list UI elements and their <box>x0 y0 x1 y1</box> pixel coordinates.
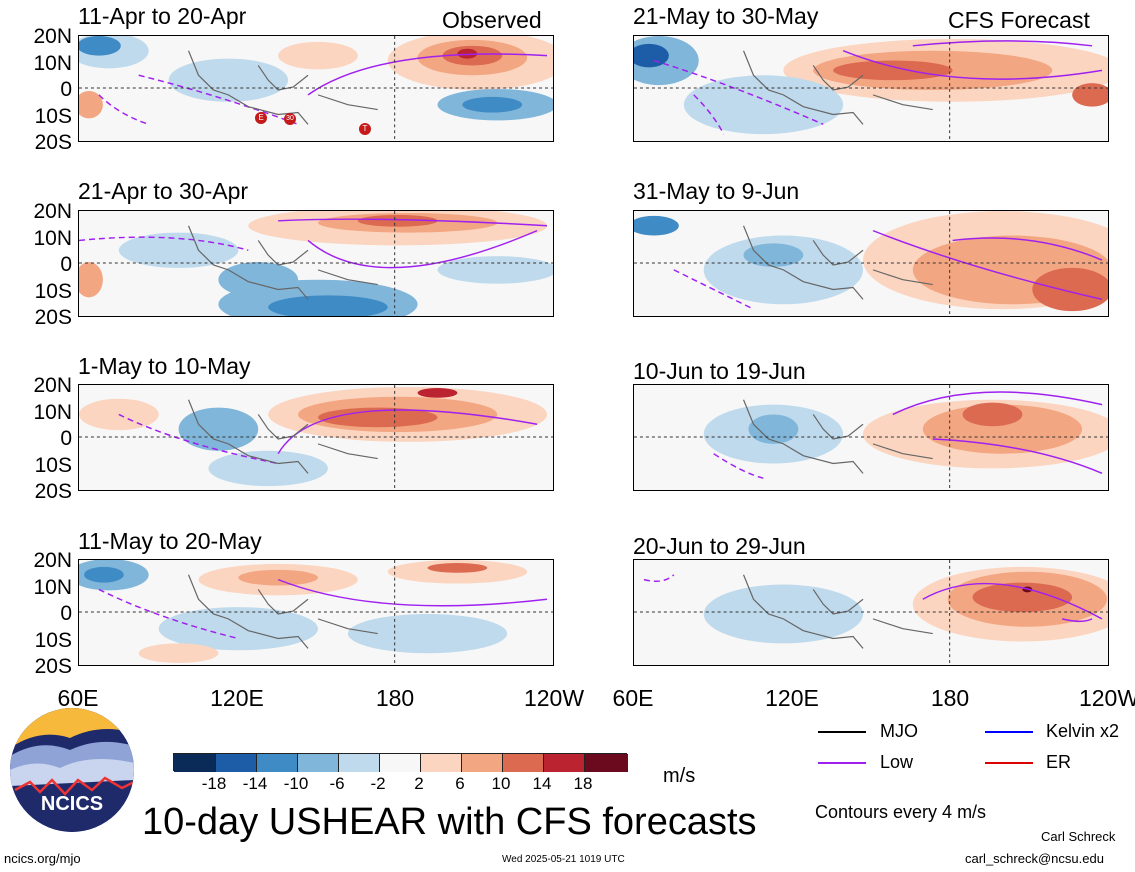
legend-line-low <box>818 762 866 764</box>
panel-title-right-2: 31-May to 9-Jun <box>633 178 800 204</box>
map-panel-left-4 <box>78 559 554 666</box>
cfs-forecast-label: CFS Forecast <box>948 7 1090 33</box>
storm-marker-e: E <box>255 112 267 124</box>
footer-timestamp: Wed 2025-05-21 1019 UTC <box>502 854 625 865</box>
map-panel-right-3 <box>633 384 1109 491</box>
ncics-logo: NCICS <box>10 708 134 832</box>
storm-marker-30: 30 <box>284 113 296 125</box>
legend-line-kelvin <box>985 731 1033 733</box>
footer-url[interactable]: ncics.org/mjo <box>4 851 81 866</box>
map-panel-right-4 <box>633 559 1109 666</box>
panel-title-left-1: 11-Apr to 20-Apr <box>78 3 247 29</box>
legend-line-er <box>985 762 1033 764</box>
colorbar-unit: m/s <box>663 765 696 787</box>
map-panel-right-1 <box>633 35 1109 142</box>
panel-title-right-4: 20-Jun to 29-Jun <box>633 533 806 559</box>
main-title: 10-day USHEAR with CFS forecasts <box>142 801 757 843</box>
panel-title-right-1: 21-May to 30-May <box>633 3 819 29</box>
colorbar-bin <box>338 754 380 772</box>
logo-text: NCICS <box>40 793 104 815</box>
panel-title-left-3: 1-May to 10-May <box>78 353 251 379</box>
colorbar-bin <box>420 754 462 772</box>
colorbar-bin <box>256 754 298 772</box>
legend-line-mjo <box>818 731 866 733</box>
colorbar-bin <box>215 754 257 772</box>
panel-title-left-2: 21-Apr to 30-Apr <box>78 178 249 204</box>
contours-note: Contours every 4 m/s <box>815 802 987 822</box>
panel-title-left-4: 11-May to 20-May <box>78 528 262 554</box>
colorbar-bin <box>461 754 503 772</box>
legend-label-kelvin: Kelvin x2 <box>1046 721 1120 741</box>
footer-author: Carl Schreck <box>1041 829 1116 844</box>
map-panel-left-1: E 30 T <box>78 35 554 142</box>
legend-label-low: Low <box>880 752 914 772</box>
observed-label: Observed <box>442 7 542 33</box>
colorbar-bin <box>174 754 216 772</box>
mountain-wave-icon <box>10 708 134 832</box>
footer-email[interactable]: carl_schreck@ncsu.edu <box>965 851 1104 866</box>
legend-label-mjo: MJO <box>880 721 918 741</box>
colorbar-bin <box>379 754 421 772</box>
colorbar-bin <box>502 754 544 772</box>
storm-marker-t: T <box>359 123 371 135</box>
panel-title-right-3: 10-Jun to 19-Jun <box>633 358 806 384</box>
colorbar-bin <box>584 754 628 772</box>
colorbar-bin <box>297 754 339 772</box>
colorbar-bin <box>543 754 585 772</box>
map-panel-right-2 <box>633 210 1109 317</box>
colorbar <box>173 753 628 772</box>
legend-label-er: ER <box>1046 752 1072 772</box>
map-panel-left-2 <box>78 210 554 317</box>
map-panel-left-3 <box>78 384 554 491</box>
